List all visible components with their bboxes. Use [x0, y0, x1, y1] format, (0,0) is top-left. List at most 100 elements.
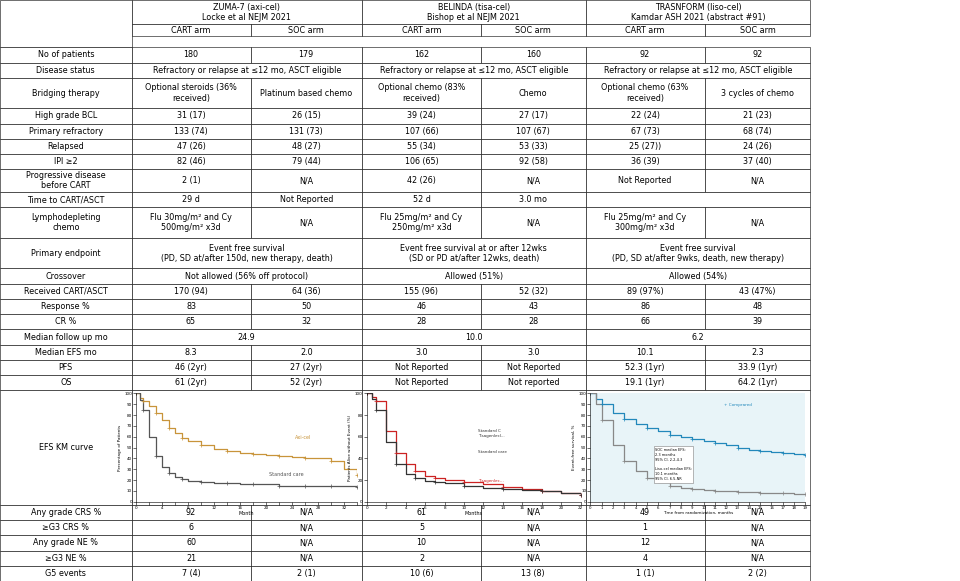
Bar	[0, 0, 132, 47]
Text: 64 (36): 64 (36)	[292, 287, 321, 296]
Bar	[132, 566, 251, 581]
Bar	[705, 284, 810, 299]
Bar	[481, 139, 586, 154]
Text: 1: 1	[642, 523, 648, 532]
Bar	[362, 268, 586, 284]
Text: Not Reported: Not Reported	[507, 363, 560, 372]
Bar	[362, 299, 481, 314]
Bar	[362, 108, 481, 124]
Bar	[586, 207, 705, 238]
Text: N/A: N/A	[751, 523, 764, 532]
Bar	[362, 390, 586, 505]
Text: Optional chemo (63%
received): Optional chemo (63% received)	[601, 84, 689, 102]
Bar	[586, 566, 705, 581]
Text: N/A: N/A	[300, 508, 313, 517]
Text: 64.2 (1yr): 64.2 (1yr)	[737, 378, 778, 388]
Text: 131 (73): 131 (73)	[289, 127, 324, 135]
Text: 3.0 mo: 3.0 mo	[519, 195, 547, 205]
Text: 32: 32	[301, 317, 311, 327]
Bar	[132, 47, 251, 63]
Text: N/A: N/A	[751, 539, 764, 547]
Text: Not Reported: Not Reported	[279, 195, 333, 205]
Text: 22 (24): 22 (24)	[631, 112, 660, 120]
Text: SOC arm: SOC arm	[288, 26, 324, 35]
Bar	[586, 0, 810, 24]
Text: N/A: N/A	[751, 176, 764, 185]
Text: Axi-cel: Axi-cel	[296, 435, 312, 440]
Bar	[0, 345, 132, 360]
Bar	[705, 24, 810, 36]
Bar	[481, 284, 586, 299]
Bar	[0, 124, 132, 139]
Text: G5 events: G5 events	[45, 569, 86, 578]
Text: ≥G3 CRS %: ≥G3 CRS %	[42, 523, 89, 532]
Bar	[705, 108, 810, 124]
Text: 42 (26): 42 (26)	[407, 176, 436, 185]
Text: Any grade CRS %: Any grade CRS %	[31, 508, 101, 517]
Bar	[705, 505, 810, 520]
Bar	[705, 47, 810, 63]
Text: 180: 180	[183, 51, 199, 59]
Y-axis label: Percentage of Patients: Percentage of Patients	[118, 425, 122, 471]
Text: Flu 25mg/m² and Cy
250mg/m² x3d: Flu 25mg/m² and Cy 250mg/m² x3d	[380, 213, 463, 232]
Text: Progressive disease
before CART: Progressive disease before CART	[26, 171, 106, 190]
Bar	[0, 192, 132, 207]
Bar	[251, 124, 362, 139]
Bar	[0, 314, 132, 329]
Text: 107 (66): 107 (66)	[404, 127, 439, 135]
Bar	[0, 139, 132, 154]
Bar	[586, 24, 705, 36]
Bar	[481, 345, 586, 360]
Bar	[362, 192, 481, 207]
Text: 48 (27): 48 (27)	[292, 142, 321, 151]
Bar	[251, 375, 362, 390]
Text: 160: 160	[526, 51, 540, 59]
Bar	[586, 139, 705, 154]
Bar	[586, 192, 810, 207]
Bar	[132, 238, 362, 268]
Text: 179: 179	[299, 51, 314, 59]
Bar	[132, 169, 251, 192]
Bar	[251, 47, 362, 63]
Bar	[0, 505, 132, 520]
Text: 53 (33): 53 (33)	[519, 142, 547, 151]
Text: 13 (8): 13 (8)	[521, 569, 545, 578]
Bar	[251, 207, 362, 238]
Bar	[705, 124, 810, 139]
Bar	[132, 78, 251, 108]
Bar	[132, 0, 362, 24]
Text: 10 (6): 10 (6)	[410, 569, 433, 578]
Bar	[705, 535, 810, 551]
Text: 48: 48	[753, 302, 762, 311]
Bar	[481, 169, 586, 192]
Bar	[251, 345, 362, 360]
Bar	[362, 154, 481, 169]
Text: 155 (96): 155 (96)	[404, 287, 439, 296]
Bar	[251, 169, 362, 192]
Y-axis label: Event-free survival, %: Event-free survival, %	[572, 425, 576, 470]
Bar	[132, 63, 362, 78]
Bar	[481, 360, 586, 375]
Text: High grade BCL: High grade BCL	[35, 112, 97, 120]
Bar	[251, 154, 362, 169]
Text: 26 (15): 26 (15)	[292, 112, 321, 120]
Text: 61 (2yr): 61 (2yr)	[175, 378, 207, 388]
Text: 3 cycles of chemo: 3 cycles of chemo	[721, 88, 794, 98]
Text: N/A: N/A	[526, 554, 540, 562]
Y-axis label: Patients Alive without Event (%): Patients Alive without Event (%)	[348, 414, 352, 480]
Bar	[0, 566, 132, 581]
Text: 46 (2yr): 46 (2yr)	[175, 363, 207, 372]
Bar	[251, 535, 362, 551]
Bar	[481, 299, 586, 314]
Text: 92 (58): 92 (58)	[518, 157, 548, 166]
Bar	[0, 535, 132, 551]
Text: 46: 46	[417, 302, 426, 311]
Bar	[362, 520, 481, 535]
Text: 21: 21	[186, 554, 196, 562]
Text: 67 (73): 67 (73)	[631, 127, 660, 135]
Text: 6: 6	[188, 523, 194, 532]
Text: N/A: N/A	[300, 523, 313, 532]
Bar	[705, 314, 810, 329]
Bar	[132, 345, 251, 360]
Text: CART arm: CART arm	[171, 26, 211, 35]
